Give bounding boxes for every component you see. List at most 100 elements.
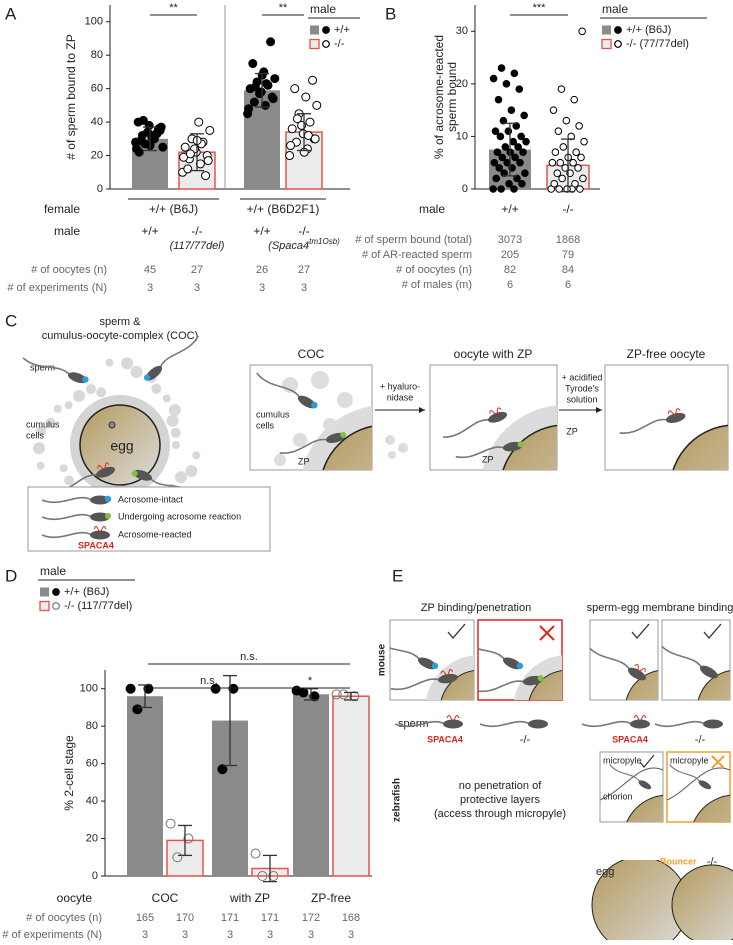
label: chorion bbox=[603, 791, 633, 801]
row-label: zebrafish bbox=[392, 778, 403, 822]
legend-swatch bbox=[310, 25, 319, 35]
table-cell: 171 bbox=[261, 912, 279, 924]
label: egg bbox=[596, 866, 614, 878]
table-cell: 1868 bbox=[556, 234, 580, 246]
data-point bbox=[520, 111, 528, 120]
data-point bbox=[572, 148, 580, 156]
y-tick-label: 60 bbox=[91, 83, 103, 95]
label: egg bbox=[110, 438, 133, 454]
data-point bbox=[309, 691, 320, 702]
x-tick-label: -/- bbox=[562, 202, 573, 216]
data-point bbox=[575, 122, 583, 130]
step-label: Tyrode's bbox=[565, 383, 599, 393]
checkmark bbox=[703, 623, 722, 640]
data-point bbox=[515, 85, 524, 93]
data-point bbox=[312, 100, 322, 110]
cumulus-cell bbox=[36, 461, 45, 470]
label: Bouncer bbox=[660, 856, 697, 866]
category-note: (117/77del) bbox=[170, 240, 225, 252]
cumulus-cell bbox=[151, 383, 162, 394]
note: no penetration of bbox=[459, 780, 543, 792]
data-point bbox=[563, 185, 571, 193]
bar bbox=[293, 694, 329, 876]
label: SPACA4 bbox=[78, 540, 114, 550]
data-point bbox=[511, 153, 519, 162]
data-point bbox=[132, 704, 143, 715]
data-point bbox=[244, 104, 254, 114]
error-bar bbox=[223, 674, 237, 767]
data-point bbox=[559, 143, 568, 151]
table-cell: 3 bbox=[301, 282, 307, 294]
path bbox=[600, 767, 663, 801]
y-tick-label: 80 bbox=[86, 720, 98, 732]
cumulus-cell bbox=[105, 358, 114, 367]
data-point bbox=[513, 174, 521, 183]
data-point bbox=[261, 79, 271, 89]
x-tick-label: COC bbox=[152, 891, 179, 905]
cumulus-cell bbox=[170, 427, 181, 438]
checkmark bbox=[639, 754, 655, 768]
data-point bbox=[290, 84, 300, 94]
x-tick-label: +/+ bbox=[141, 224, 158, 238]
cross bbox=[539, 625, 555, 641]
circle bbox=[502, 424, 557, 470]
panel-e: E ZP binding/penetration sperm-egg membr… bbox=[377, 566, 733, 940]
panel-letter: C bbox=[5, 311, 17, 330]
data-point bbox=[554, 127, 563, 135]
x-tick-label: +/+ bbox=[501, 202, 518, 216]
error-bar bbox=[190, 133, 204, 172]
panel-letter: A bbox=[5, 4, 17, 23]
data-point bbox=[158, 142, 168, 152]
data-point bbox=[562, 116, 571, 125]
data-point bbox=[266, 37, 276, 47]
data-point bbox=[143, 683, 154, 694]
data-point bbox=[580, 137, 588, 146]
error-bar bbox=[178, 824, 192, 857]
table-cell: 168 bbox=[342, 912, 360, 924]
data-point bbox=[490, 158, 499, 167]
data-point bbox=[548, 158, 557, 167]
data-point bbox=[194, 117, 204, 127]
data-point bbox=[570, 95, 579, 104]
column-title: sperm-egg membrane binding bbox=[587, 602, 733, 614]
x-tick-label: ZP-free bbox=[311, 891, 351, 905]
error-bar bbox=[297, 113, 311, 152]
legend-marker bbox=[52, 588, 60, 596]
label: cumulus bbox=[26, 419, 60, 429]
stage-art bbox=[440, 405, 557, 470]
checkmark bbox=[631, 623, 650, 640]
sperm bbox=[479, 718, 549, 730]
note: (117/77del) bbox=[170, 240, 225, 252]
note: (access through micropyle) bbox=[434, 808, 566, 820]
data-point bbox=[497, 185, 505, 193]
data-point bbox=[556, 158, 565, 167]
data-point bbox=[516, 158, 524, 167]
sperm bbox=[582, 716, 650, 729]
cell bbox=[385, 435, 395, 445]
error-bar bbox=[138, 684, 152, 709]
step-label: + hyaluro- bbox=[380, 381, 420, 391]
table-cell: 3 bbox=[227, 929, 233, 941]
legend-title: male bbox=[40, 564, 66, 578]
row-label: male bbox=[54, 224, 80, 238]
data-point bbox=[557, 85, 566, 93]
error-bar bbox=[503, 122, 517, 177]
data-point bbox=[156, 122, 166, 132]
y-axis-label: # of sperm bound to ZP bbox=[64, 34, 78, 159]
table-cell: 170 bbox=[176, 912, 194, 924]
egg bbox=[79, 404, 161, 486]
data-point bbox=[576, 185, 584, 193]
error-bar bbox=[255, 72, 269, 108]
table-row-label: # of oocytes (n) bbox=[26, 912, 102, 924]
eggs bbox=[591, 860, 733, 940]
table-cell: 6 bbox=[507, 279, 513, 291]
data-point bbox=[257, 871, 268, 881]
data-point bbox=[305, 117, 315, 127]
circle bbox=[671, 864, 733, 940]
table-cell: 205 bbox=[501, 249, 519, 261]
data-point bbox=[571, 179, 579, 188]
label: ZP bbox=[482, 454, 494, 464]
data-point bbox=[495, 164, 504, 172]
data-point bbox=[510, 69, 519, 78]
significance-label: n.s. bbox=[200, 675, 218, 687]
